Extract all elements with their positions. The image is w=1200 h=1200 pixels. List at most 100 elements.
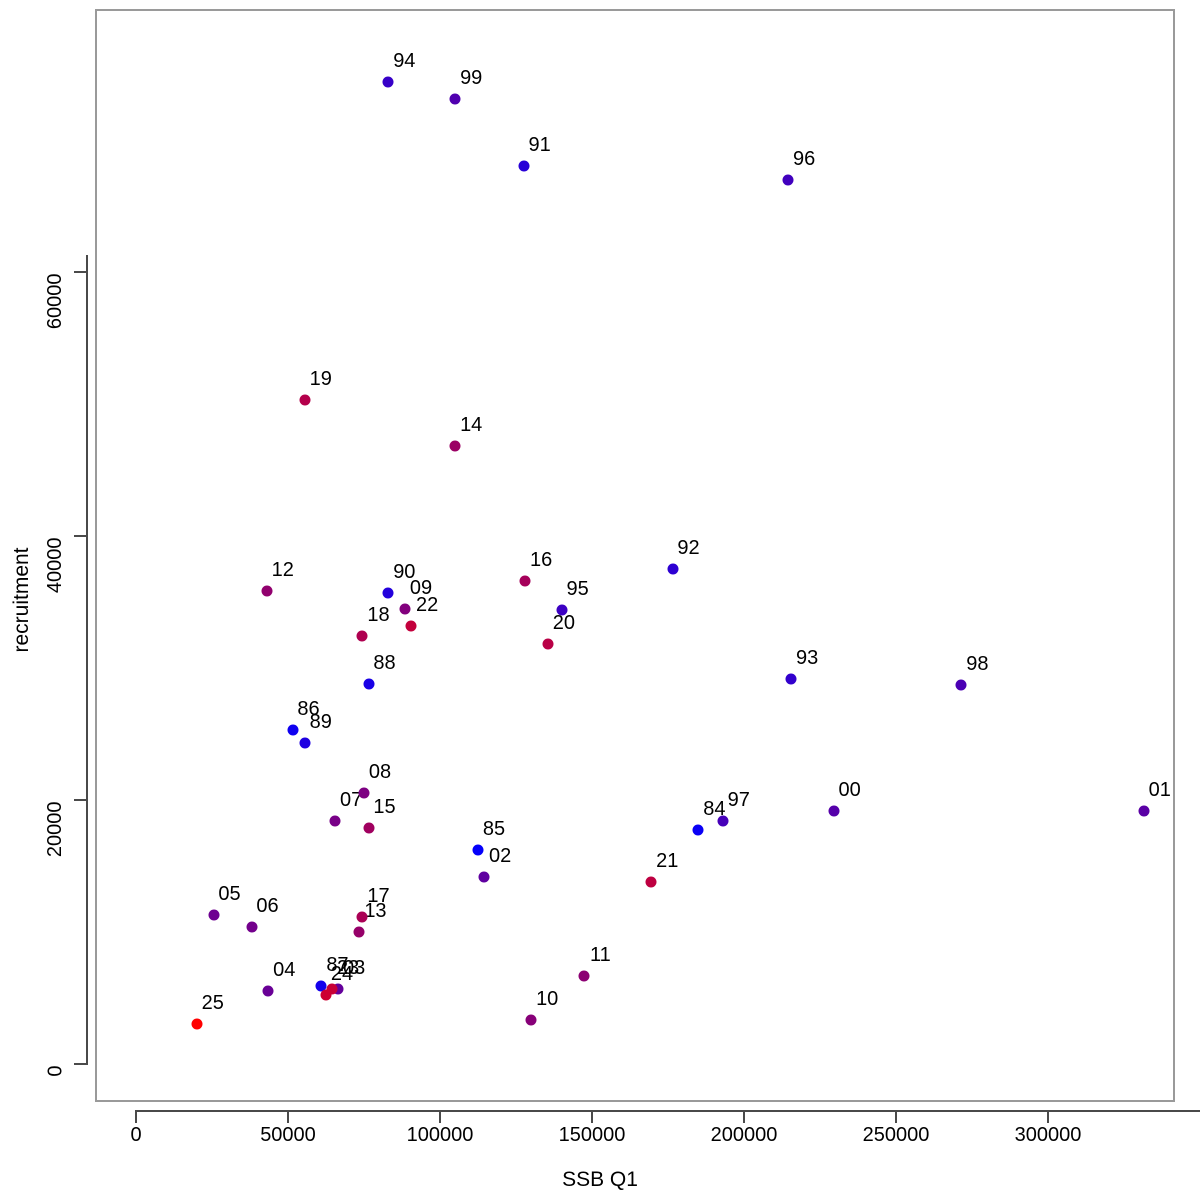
data-point (578, 970, 590, 982)
y-tick (74, 535, 87, 537)
data-point (299, 394, 311, 406)
data-point-label: 11 (590, 943, 611, 966)
data-point (955, 679, 967, 691)
data-point-label: 00 (838, 778, 861, 801)
data-point-label: 14 (460, 414, 483, 437)
x-tick (439, 1110, 441, 1123)
x-tick (287, 1110, 289, 1123)
data-point-label: 13 (364, 900, 387, 922)
data-point (261, 585, 273, 597)
data-point (332, 983, 344, 995)
data-point (363, 822, 375, 834)
data-point-label: 91 (528, 134, 551, 157)
data-point (320, 989, 332, 1001)
data-point-label: 02 (488, 844, 512, 867)
data-point-label: 95 (566, 577, 589, 600)
data-point-label: 94 (393, 49, 416, 72)
data-point (287, 724, 299, 736)
data-point (518, 160, 530, 172)
data-point (556, 604, 568, 616)
x-axis-title: SSB Q1 (562, 1168, 638, 1191)
data-point-label: 96 (792, 147, 816, 170)
data-point (405, 620, 417, 632)
data-point-label: 19 (309, 368, 332, 391)
y-axis-title: recruitment (10, 547, 33, 653)
data-point (356, 630, 368, 642)
data-point-label: 97 (727, 789, 750, 812)
data-point-label: 87 (326, 954, 349, 977)
data-point-label: 24 (330, 963, 354, 986)
data-point (399, 603, 411, 615)
data-point-label: 84 (703, 798, 726, 821)
data-point-label: 05 (218, 882, 241, 905)
x-tick (591, 1110, 593, 1123)
data-point (208, 909, 220, 921)
data-point-label: 12 (271, 559, 294, 582)
data-point-label: 08 (368, 761, 392, 784)
data-point (382, 587, 394, 599)
data-point (358, 787, 370, 799)
data-point-label: 21 (656, 849, 679, 872)
data-point (667, 563, 679, 575)
data-point-label: 23 (336, 956, 360, 979)
x-tick (1047, 1110, 1049, 1123)
data-point (363, 678, 375, 690)
data-point-label: 10 (536, 988, 559, 1011)
data-point (353, 926, 365, 938)
data-point-label: 25 (201, 992, 224, 1015)
data-point-label: 09 (409, 576, 433, 599)
data-point-label: 20 (552, 612, 576, 635)
data-point-label: 04 (273, 959, 296, 982)
x-tick-label: 250000 (862, 1124, 930, 1146)
x-tick-label: 0 (130, 1124, 142, 1146)
data-point (519, 575, 531, 587)
x-axis-line (136, 1110, 1200, 1112)
data-point-label: 85 (482, 818, 506, 841)
data-point-label: 16 (529, 548, 553, 571)
data-point-label: 01 (1148, 778, 1171, 801)
data-point-label: 93 (795, 646, 819, 669)
data-point (478, 871, 490, 883)
data-point (326, 983, 338, 995)
data-point (645, 876, 657, 888)
data-point (782, 174, 794, 186)
data-point (449, 93, 461, 105)
data-point (246, 921, 258, 933)
y-tick (74, 799, 87, 801)
data-point (1138, 805, 1150, 817)
data-point (315, 980, 327, 992)
data-point-label: 06 (256, 894, 279, 917)
x-tick-label: 300000 (1014, 1124, 1082, 1146)
y-axis-line (86, 255, 88, 1065)
data-point-label: 88 (373, 651, 396, 674)
x-tick-label: 100000 (406, 1124, 474, 1146)
y-tick (74, 1063, 87, 1065)
plot-frame (95, 9, 1175, 1102)
x-tick (895, 1110, 897, 1123)
data-point (449, 440, 461, 452)
data-point (191, 1018, 203, 1030)
data-point-label: 98 (966, 653, 989, 676)
x-tick-label: 200000 (710, 1124, 778, 1146)
x-tick (135, 1110, 137, 1123)
data-point (329, 815, 341, 827)
data-point-label: 03 (343, 956, 366, 979)
y-tick (74, 271, 87, 273)
x-tick-label: 50000 (260, 1124, 316, 1146)
data-point (542, 638, 554, 650)
data-point-label: 18 (367, 604, 390, 627)
data-point-label: 22 (415, 593, 439, 616)
data-point-label: 99 (460, 67, 483, 90)
data-point (382, 76, 394, 88)
data-point-label: 15 (373, 795, 396, 818)
data-point (525, 1014, 537, 1026)
x-tick-label: 150000 (558, 1124, 626, 1146)
data-point-label: 90 (393, 560, 416, 583)
data-point (828, 805, 840, 817)
data-point-label: 89 (309, 711, 332, 734)
data-point (299, 737, 311, 749)
data-point (785, 673, 797, 685)
data-point (472, 844, 484, 856)
data-point-label: 86 (297, 698, 320, 721)
data-point (262, 985, 274, 997)
